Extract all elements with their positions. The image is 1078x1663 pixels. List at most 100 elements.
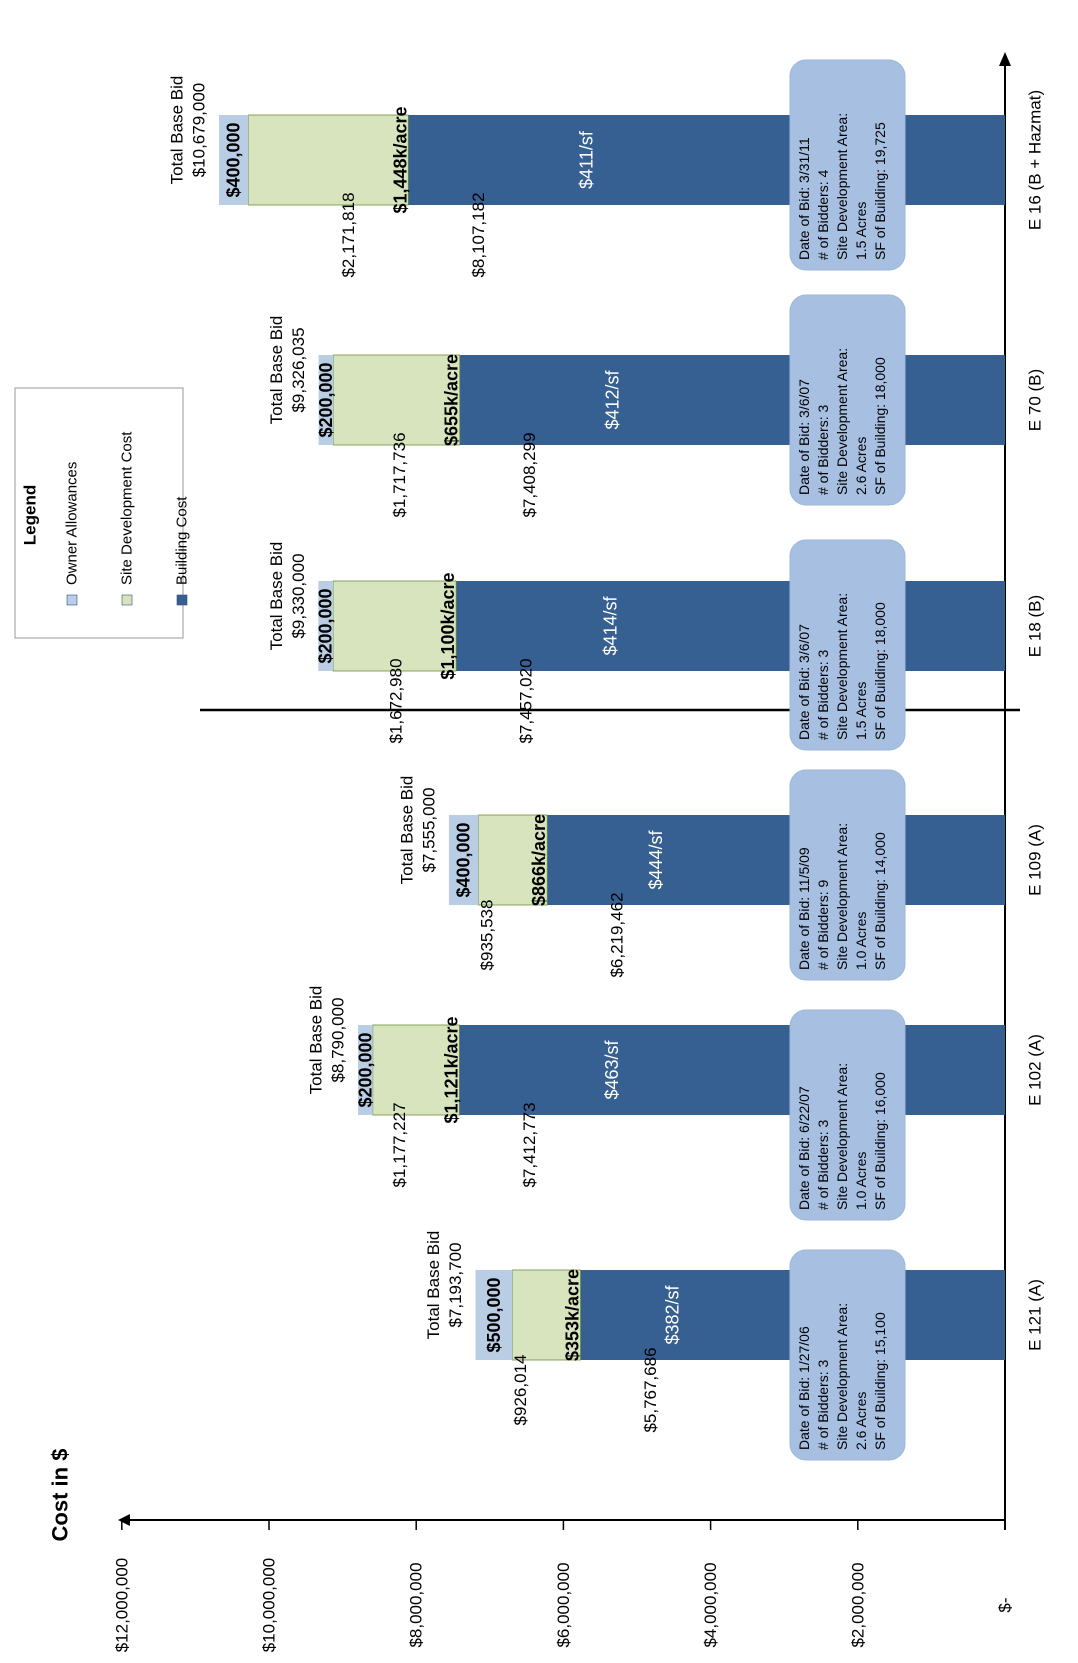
category-axis-arrow (999, 52, 1011, 66)
bid-info-line: Date of Bid: 1/27/06 (796, 1326, 812, 1450)
bid-info-line: 2.6 Acres (853, 1392, 869, 1450)
category-label: E 18 (B) (1026, 595, 1045, 657)
site-value-label: $926,014 (511, 1355, 530, 1426)
bid-info-box (789, 769, 906, 981)
value-axis-tick-label: $12,000,000 (112, 1558, 131, 1653)
building-rate-label: $414/sf (601, 595, 621, 655)
building-rate-label: $411/sf (577, 130, 597, 189)
total-label: Total Base Bid (168, 76, 187, 185)
building-rate-label: $382/sf (663, 1284, 683, 1344)
bid-info-line: # of Bidders: 3 (815, 1360, 831, 1450)
building-value-label: $8,107,182 (469, 192, 488, 277)
total-value: $9,330,000 (289, 553, 308, 638)
value-axis-tick-label: $10,000,000 (260, 1558, 279, 1653)
bid-info-line: # of Bidders: 9 (815, 880, 831, 970)
bar-site-development-cost (511, 1269, 581, 1361)
bid-info-line: SF of Building: 15,100 (872, 1312, 888, 1450)
total-value: $7,193,700 (446, 1242, 465, 1327)
site-value-label: $1,717,736 (390, 432, 409, 517)
site-rate-label: $866k/acre (529, 814, 549, 906)
bar-building-cost (459, 1025, 1005, 1115)
bid-info-line: Site Development Area: (834, 1063, 850, 1210)
bid-info-line: 1.5 Acres (853, 682, 869, 740)
value-axis-tick-label: $6,000,000 (554, 1562, 573, 1647)
building-value-label: $5,767,686 (641, 1347, 660, 1432)
bar-owner-allowances (358, 1025, 373, 1115)
category-label: E 109 (A) (1026, 824, 1045, 896)
legend-item-label: Building Cost (174, 496, 191, 585)
bar-building-cost (459, 355, 1005, 445)
building-value-label: $7,412,773 (520, 1102, 539, 1187)
bid-info-line: SF of Building: 14,000 (872, 832, 888, 970)
bid-info-box (789, 59, 906, 271)
bid-info-line: Site Development Area: (834, 823, 850, 970)
bid-info-line: Date of Bid: 3/6/07 (796, 624, 812, 740)
bar-site-development-cost (477, 814, 548, 906)
bid-info-box (789, 1009, 906, 1221)
site-rate-label: $1,121k/acre (441, 1016, 461, 1123)
legend-item-label: Site Development Cost (119, 431, 136, 585)
building-rate-label: $412/sf (602, 369, 622, 429)
bid-info-line: Date of Bid: 6/22/07 (796, 1086, 812, 1210)
site-value-label: $935,538 (478, 900, 497, 971)
building-value-label: $7,408,299 (520, 432, 539, 517)
site-value-label: $2,171,818 (339, 192, 358, 277)
bid-info-line: 1.0 Acres (853, 1152, 869, 1210)
bid-info-line: Date of Bid: 11/5/09 (796, 847, 812, 970)
total-value: $9,326,035 (289, 327, 308, 412)
bar-owner-allowances (318, 581, 334, 671)
bid-info-line: 1.0 Acres (853, 912, 869, 970)
bar-building-cost (456, 581, 1005, 671)
legend-swatch (121, 594, 133, 606)
owner-allowance-label: $500,000 (484, 1277, 504, 1352)
value-axis-title: Cost in $ (48, 1449, 73, 1542)
bid-info-line: 2.6 Acres (853, 437, 869, 495)
bar-building-cost (547, 815, 1005, 905)
bid-info-line: Date of Bid: 3/31/11 (796, 137, 812, 260)
owner-allowance-label: $200,000 (316, 588, 336, 663)
owner-allowance-label: $400,000 (454, 822, 474, 897)
building-rate-label: $444/sf (646, 829, 666, 889)
building-value-label: $7,457,020 (517, 658, 536, 743)
bid-info-box (789, 294, 906, 506)
total-value: $8,790,000 (329, 997, 348, 1082)
bid-info-line: Site Development Area: (834, 1303, 850, 1450)
bar-site-development-cost (332, 354, 461, 446)
bid-info-line: SF of Building: 18,000 (872, 357, 888, 495)
site-rate-label: $1,100k/acre (438, 572, 458, 679)
site-rate-label: $353k/acre (562, 1269, 582, 1361)
value-axis-arrow (118, 1514, 130, 1526)
bar-owner-allowances (448, 815, 479, 905)
bar-site-development-cost (248, 114, 409, 206)
category-label: E 70 (B) (1026, 369, 1045, 431)
legend-item-label: Owner Allowances (64, 462, 81, 585)
bid-info-box (789, 539, 906, 751)
legend-swatch (66, 594, 78, 606)
total-label: Total Base Bid (307, 986, 326, 1095)
value-axis-tick-label: $- (996, 1597, 1015, 1612)
total-value: $7,555,000 (419, 787, 438, 872)
bar-site-development-cost (372, 1024, 460, 1116)
legend-title: Legend (21, 485, 40, 545)
bid-info-line: # of Bidders: 4 (815, 170, 831, 260)
bar-owner-allowances (219, 115, 249, 205)
bid-info-line: # of Bidders: 3 (815, 405, 831, 495)
legend-swatch (176, 594, 188, 606)
category-label: E 121 (A) (1026, 1279, 1045, 1351)
value-axis-tick-label: $2,000,000 (848, 1562, 867, 1647)
site-rate-label: $655k/acre (442, 354, 462, 446)
bar-building-cost (408, 115, 1005, 205)
owner-allowance-label: $400,000 (224, 122, 244, 197)
building-rate-label: $463/sf (602, 1039, 622, 1099)
total-label: Total Base Bid (397, 776, 416, 885)
bid-info-line: # of Bidders: 3 (815, 650, 831, 740)
total-label: Total Base Bid (424, 1231, 443, 1340)
bar-owner-allowances (475, 1270, 513, 1360)
total-label: Total Base Bid (267, 542, 286, 651)
site-value-label: $1,177,227 (390, 1102, 409, 1187)
owner-allowance-label: $200,000 (316, 362, 336, 437)
bid-info-line: SF of Building: 16,000 (872, 1072, 888, 1210)
bid-info-line: # of Bidders: 3 (815, 1120, 831, 1210)
